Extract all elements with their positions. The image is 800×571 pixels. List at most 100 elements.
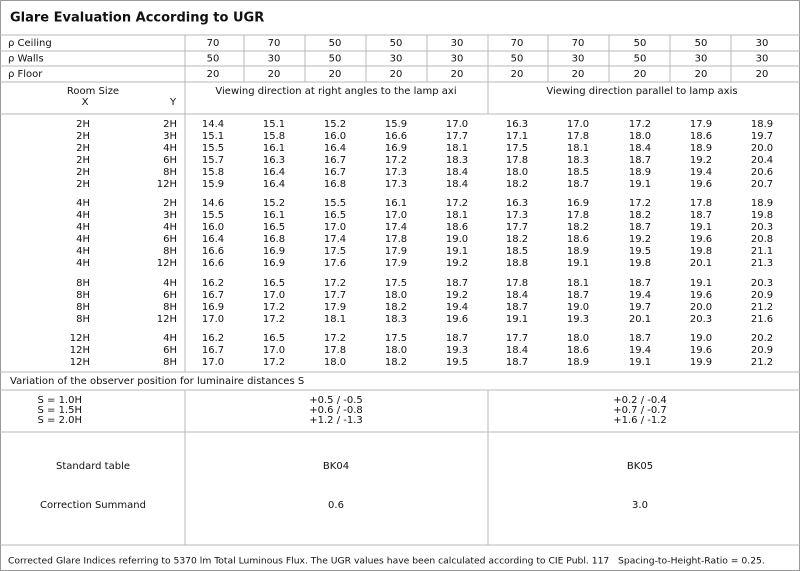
reflectance-value: 20 — [451, 69, 464, 80]
room-x: 4H — [76, 198, 90, 209]
reflectance-value: 70 — [511, 38, 524, 49]
ugr-value: 17.5 — [385, 333, 407, 344]
variation-parallel: +1.6 / -1.2 — [613, 415, 667, 426]
ugr-value: 17.8 — [324, 345, 346, 356]
room-y: 12H — [157, 258, 177, 269]
variation-perpendicular: +0.6 / -0.8 — [309, 405, 363, 416]
reflectance-value: 20 — [756, 69, 769, 80]
reflectance-value: 30 — [451, 54, 464, 65]
standard-table-label: Standard table — [56, 461, 130, 472]
room-x: 8H — [76, 290, 90, 301]
ugr-value: 17.7 — [324, 290, 346, 301]
ugr-value: 17.3 — [385, 167, 407, 178]
ugr-value: 15.5 — [324, 198, 346, 209]
ugr-value: 16.2 — [202, 278, 224, 289]
ugr-value: 15.2 — [324, 119, 346, 130]
room-x: 4H — [76, 210, 90, 221]
room-x: 12H — [70, 345, 90, 356]
ugr-value: 20.3 — [751, 278, 773, 289]
reflectance-value: 30 — [268, 54, 281, 65]
ugr-value: 16.3 — [263, 155, 285, 166]
variation-perpendicular: +1.2 / -1.3 — [309, 415, 363, 426]
ugr-value: 17.0 — [263, 290, 285, 301]
ugr-value: 18.2 — [506, 234, 528, 245]
ugr-value: 17.0 — [202, 357, 224, 368]
ugr-value: 18.3 — [446, 155, 468, 166]
ugr-value: 16.7 — [324, 167, 346, 178]
room-x: 4H — [76, 234, 90, 245]
room-size-header: Room Size — [67, 86, 119, 97]
ugr-value: 18.9 — [567, 357, 589, 368]
ugr-value: 16.5 — [263, 333, 285, 344]
ugr-value: 16.9 — [567, 198, 589, 209]
ugr-value: 19.0 — [690, 333, 712, 344]
ugr-value: 19.8 — [629, 258, 651, 269]
room-x: 8H — [76, 278, 90, 289]
ugr-value: 20.4 — [751, 155, 773, 166]
ugr-value: 17.0 — [263, 345, 285, 356]
ugr-value: 16.2 — [202, 333, 224, 344]
ugr-value: 16.0 — [324, 131, 346, 142]
ugr-value: 17.3 — [385, 179, 407, 190]
reflectance-value: 70 — [572, 38, 585, 49]
ugr-value: 19.1 — [446, 246, 468, 257]
ugr-value: 19.6 — [690, 179, 712, 190]
room-x: 2H — [76, 167, 90, 178]
ugr-value: 16.1 — [263, 210, 285, 221]
ugr-value: 19.1 — [567, 258, 589, 269]
ugr-value: 19.1 — [690, 278, 712, 289]
ugr-value: 16.6 — [202, 246, 224, 257]
x-header: X — [82, 97, 89, 108]
ugr-value: 19.9 — [690, 357, 712, 368]
correction-parallel: 3.0 — [632, 500, 648, 511]
ugr-value: 21.2 — [751, 302, 773, 313]
ugr-value: 18.4 — [506, 290, 528, 301]
ugr-value: 21.1 — [751, 246, 773, 257]
ugr-value: 15.8 — [263, 131, 285, 142]
room-y: 8H — [163, 246, 177, 257]
ugr-value: 19.7 — [629, 302, 651, 313]
reflectance-value: 20 — [695, 69, 708, 80]
ugr-value: 15.9 — [202, 179, 224, 190]
room-x: 4H — [76, 258, 90, 269]
ugr-value: 17.7 — [506, 333, 528, 344]
ugr-value: 20.2 — [751, 333, 773, 344]
ugr-value: 16.6 — [202, 258, 224, 269]
parallel-header: Viewing direction parallel to lamp axis — [546, 86, 737, 97]
ugr-value: 17.9 — [690, 119, 712, 130]
ugr-value: 18.4 — [506, 345, 528, 356]
room-x: 4H — [76, 222, 90, 233]
ugr-value: 16.9 — [263, 258, 285, 269]
reflectance-value: 20 — [207, 69, 220, 80]
room-x: 2H — [76, 143, 90, 154]
ugr-value: 16.9 — [263, 246, 285, 257]
ugr-value: 16.7 — [324, 155, 346, 166]
reflectance-label: ρ Floor — [8, 69, 43, 80]
reflectance-value: 20 — [390, 69, 403, 80]
ugr-value: 18.4 — [446, 179, 468, 190]
ugr-value: 17.6 — [324, 258, 346, 269]
ugr-value: 16.1 — [385, 198, 407, 209]
title: Glare Evaluation According to UGR — [10, 11, 264, 26]
ugr-value: 18.1 — [324, 314, 346, 325]
reflectance-label: ρ Walls — [8, 54, 44, 65]
ugr-value: 17.0 — [324, 222, 346, 233]
ugr-value: 21.3 — [751, 258, 773, 269]
room-y: 8H — [163, 167, 177, 178]
ugr-value: 17.4 — [385, 222, 407, 233]
ugr-value: 16.8 — [263, 234, 285, 245]
reflectance-value: 50 — [511, 54, 524, 65]
variation-title: Variation of the observer position for l… — [10, 376, 304, 387]
ugr-value: 17.5 — [385, 278, 407, 289]
ugr-value: 15.7 — [202, 155, 224, 166]
spacing-label: S = 1.5H — [37, 405, 82, 416]
reflectance-value: 20 — [268, 69, 281, 80]
ugr-value: 18.6 — [446, 222, 468, 233]
ugr-value: 17.9 — [385, 258, 407, 269]
ugr-value: 18.6 — [567, 234, 589, 245]
ugr-value: 15.9 — [385, 119, 407, 130]
ugr-value: 20.0 — [751, 143, 773, 154]
ugr-value: 16.4 — [263, 179, 285, 190]
reflectance-value: 30 — [572, 54, 585, 65]
room-y: 3H — [163, 210, 177, 221]
